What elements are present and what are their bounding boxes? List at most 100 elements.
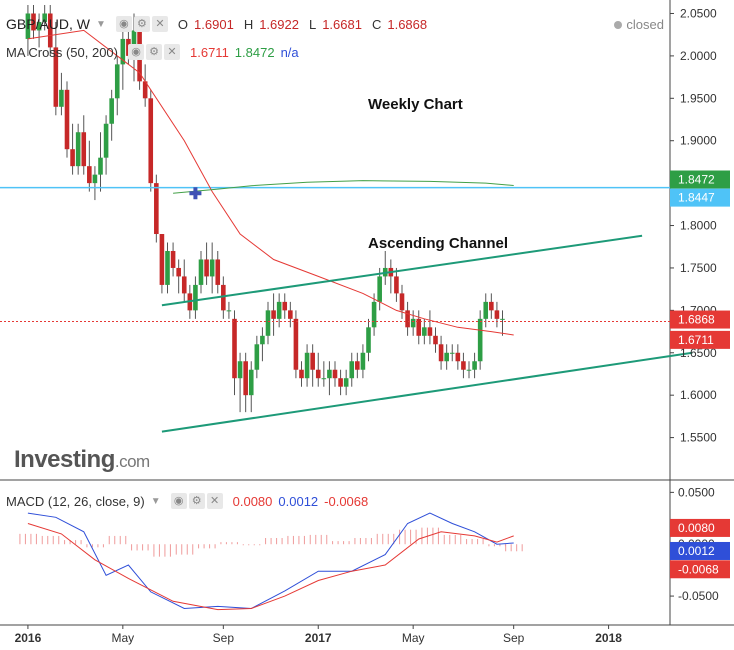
candle-down [148,98,154,184]
eye-icon[interactable]: ◉ [170,493,187,509]
settings-icon[interactable]: ⚙ [188,493,205,509]
candle-up [371,301,377,328]
candle-up [103,123,109,158]
candle-down [355,361,360,370]
low-label: L [308,16,317,32]
candle-up [483,301,489,319]
macd-signal-line [27,523,514,611]
candle-up [114,64,120,99]
eye-icon[interactable]: ◉ [128,44,144,60]
candle-up [265,310,271,336]
time-tick-label: Sep [503,631,525,645]
chevron-down-icon[interactable]: ▼ [150,495,161,507]
open-value: 1.6901 [194,16,234,32]
candle-up [237,361,243,379]
macd-signal-value: -0.0068 [324,493,369,509]
settings-icon[interactable]: ⚙ [146,44,162,60]
macd-badge: 0.0080 [678,521,715,535]
price-tick-label: 1.9000 [680,134,717,148]
candle-up [109,98,114,124]
macd-hist-value: 0.0080 [232,493,273,509]
candle-up [422,327,427,336]
candle-up [209,259,215,277]
candle-up [349,361,355,379]
candle-down [204,259,209,277]
candle-up [444,352,449,362]
candle-down [53,47,59,107]
close-icon[interactable]: ✕ [164,44,180,60]
candle-down [338,378,343,387]
candle-up [25,13,31,39]
candle-down [427,327,433,336]
price-tick-label: 1.8000 [680,219,717,233]
candle-up [165,250,170,285]
candle-up [472,361,477,370]
price-tick-label: 1.5500 [680,431,717,445]
candle-up [327,369,332,379]
price-badge: 1.6711 [678,333,714,347]
investing-logo: Investing.com [14,446,150,474]
candle-up [248,369,254,396]
candle-up [42,13,47,22]
candle-down [461,361,466,370]
candle-up [477,318,483,362]
ma-cross-marker [189,187,202,200]
price-tick-label: 2.0000 [680,49,717,63]
candle-down [47,13,53,48]
candle-down [87,166,92,184]
candle-up [449,352,455,354]
price-badge-bg [670,188,730,207]
candle-up [466,369,472,371]
settings-icon[interactable]: ⚙ [133,16,150,32]
time-tick-label: 2018 [595,631,622,645]
candle-down [70,149,75,167]
time-tick-label: 2017 [305,631,332,645]
candle-up [260,335,265,345]
time-tick-label: May [111,631,134,645]
candle-up [75,132,81,167]
price-badge-bg [670,170,730,189]
macd-tick-label: -0.0500 [678,589,719,603]
candle-up [36,21,42,31]
chevron-down-icon[interactable]: ▼ [96,18,106,30]
candle-down [232,318,237,379]
high-label: H [243,16,254,32]
macd-tick-label: 0.0500 [678,485,715,499]
price-badge: 1.8472 [678,173,715,187]
candle-up [304,352,310,379]
candle-down [489,301,494,311]
candle-down [243,361,248,396]
macd-line-value: 0.0012 [278,493,319,509]
macd-label[interactable]: MACD (12, 26, close, 9) [6,493,145,509]
weekly-chart-annotation[interactable]: Weekly Chart [368,96,463,113]
eye-icon[interactable]: ◉ [115,16,132,32]
axis-labels-layer: 2.05002.00001.95001.90001.85001.80001.75… [15,6,730,645]
candle-up [193,284,198,311]
close-icon[interactable]: ✕ [206,493,223,509]
channel-lower-line [161,351,693,433]
candle-down [81,132,87,167]
ascending-channel-annotation[interactable]: Ascending Channel [368,235,509,252]
candle-down [332,369,338,379]
candle-down [299,369,304,379]
ma-cross-label[interactable]: MA Cross (50, 200) [6,44,118,60]
close-icon[interactable]: ✕ [151,16,168,32]
candle-down [215,259,221,285]
candle-up [360,352,366,370]
candle-up [226,310,232,312]
price-tick-label: 1.9500 [680,91,717,105]
ma50-value: 1.6711 [190,44,229,60]
status-dot-icon [614,20,623,29]
candle-up [254,344,260,370]
status-text: closed [626,17,664,32]
candle-down [416,318,422,336]
candle-down [271,310,276,319]
time-tick-label: May [402,631,425,645]
candle-down [154,183,159,235]
price-badge: 1.8447 [678,191,715,205]
symbol-name[interactable]: GBP/AUD, W [6,16,91,32]
price-badge: 1.6868 [678,313,715,327]
macd-legend: MACD (12, 26, close, 9) ▼ ◉ ⚙ ✕ 0.0080 0… [6,493,368,509]
macd-badge-bg [670,560,730,579]
